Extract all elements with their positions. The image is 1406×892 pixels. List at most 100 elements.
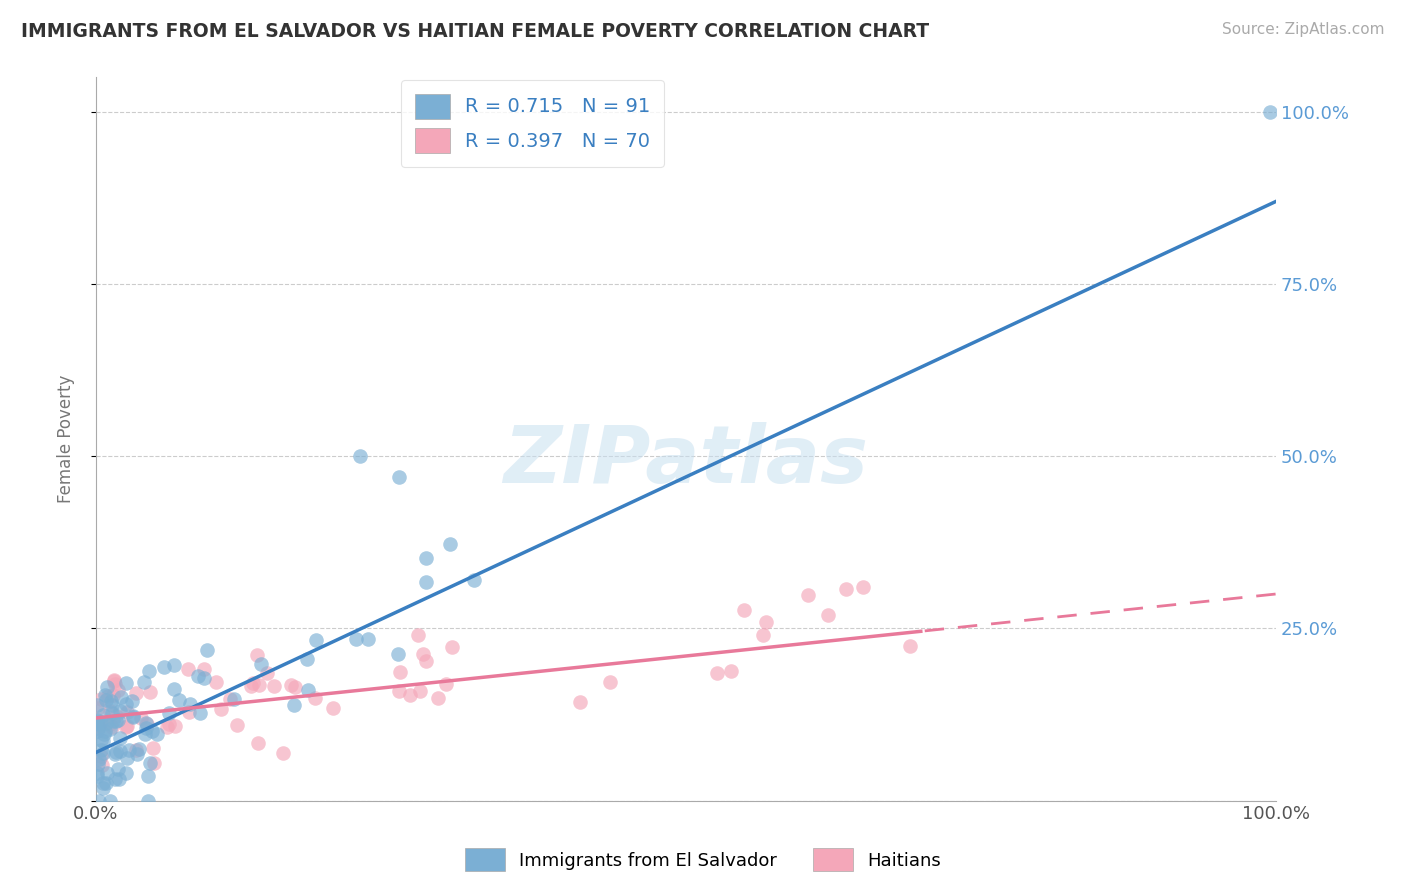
Point	[103, 673, 125, 687]
Point	[163, 682, 186, 697]
Point	[93, 727, 115, 741]
Point	[388, 684, 411, 698]
Point	[90, 732, 112, 747]
Point	[98, 716, 121, 731]
Point	[752, 628, 775, 642]
Point	[87, 794, 110, 808]
Point	[733, 603, 755, 617]
Point	[108, 731, 131, 745]
Point	[87, 756, 110, 771]
Point	[349, 449, 371, 463]
Point	[797, 588, 820, 602]
Point	[138, 664, 160, 678]
Point	[246, 648, 269, 662]
Point	[96, 716, 118, 731]
Point	[304, 691, 326, 706]
Point	[98, 794, 121, 808]
Point	[96, 765, 118, 780]
Point	[188, 706, 211, 720]
Point	[135, 721, 157, 735]
Point	[115, 705, 138, 719]
Point	[167, 693, 190, 707]
Point	[100, 694, 122, 708]
Point	[441, 640, 464, 654]
Point	[156, 720, 179, 734]
Point	[100, 698, 122, 712]
Point	[136, 717, 159, 731]
Text: IMMIGRANTS FROM EL SALVADOR VS HAITIAN FEMALE POVERTY CORRELATION CHART: IMMIGRANTS FROM EL SALVADOR VS HAITIAN F…	[21, 22, 929, 41]
Point	[86, 769, 108, 783]
Point	[179, 705, 201, 719]
Point	[720, 664, 742, 678]
Point	[344, 632, 367, 646]
Point	[91, 746, 114, 760]
Point	[131, 711, 153, 725]
Point	[96, 692, 118, 706]
Point	[91, 707, 114, 722]
Point	[817, 607, 839, 622]
Point	[256, 665, 278, 680]
Point	[86, 698, 108, 712]
Point	[250, 657, 273, 671]
Point	[409, 684, 432, 698]
Point	[114, 720, 136, 734]
Point	[463, 574, 485, 588]
Point	[226, 718, 249, 732]
Point	[427, 691, 450, 706]
Point	[121, 693, 143, 707]
Point	[163, 719, 186, 733]
Legend: R = 0.715   N = 91, R = 0.397   N = 70: R = 0.715 N = 91, R = 0.397 N = 70	[401, 80, 664, 167]
Point	[439, 537, 461, 551]
Point	[104, 745, 127, 759]
Point	[146, 727, 169, 741]
Point	[125, 747, 148, 762]
Point	[835, 582, 858, 597]
Point	[86, 765, 108, 780]
Point	[125, 743, 148, 757]
Point	[569, 695, 592, 709]
Point	[387, 648, 409, 662]
Point	[134, 727, 156, 741]
Point	[406, 628, 429, 642]
Point	[755, 615, 778, 629]
Point	[898, 639, 921, 653]
Point	[284, 680, 307, 694]
Point	[100, 706, 122, 720]
Point	[176, 662, 198, 676]
Text: Source: ZipAtlas.com: Source: ZipAtlas.com	[1222, 22, 1385, 37]
Point	[305, 633, 328, 648]
Point	[118, 743, 141, 757]
Point	[415, 551, 437, 566]
Point	[115, 766, 138, 780]
Point	[142, 756, 165, 770]
Point	[101, 689, 124, 703]
Point	[117, 719, 139, 733]
Point	[96, 680, 118, 694]
Point	[222, 691, 245, 706]
Point	[87, 752, 110, 766]
Point	[271, 746, 294, 760]
Point	[205, 675, 228, 690]
Point	[280, 677, 302, 691]
Point	[852, 580, 875, 594]
Point	[122, 709, 145, 723]
Point	[297, 652, 319, 666]
Y-axis label: Female Poverty: Female Poverty	[58, 375, 75, 503]
Point	[195, 643, 218, 657]
Point	[108, 744, 131, 758]
Point	[283, 698, 305, 713]
Point	[90, 749, 112, 764]
Point	[297, 683, 319, 698]
Point	[157, 706, 180, 720]
Point	[141, 723, 163, 738]
Point	[97, 689, 120, 703]
Point	[108, 772, 131, 786]
Point	[412, 647, 434, 661]
Point	[115, 750, 138, 764]
Point	[179, 697, 201, 711]
Point	[91, 734, 114, 748]
Point	[107, 762, 129, 776]
Point	[104, 708, 127, 723]
Point	[103, 674, 125, 689]
Point	[436, 677, 458, 691]
